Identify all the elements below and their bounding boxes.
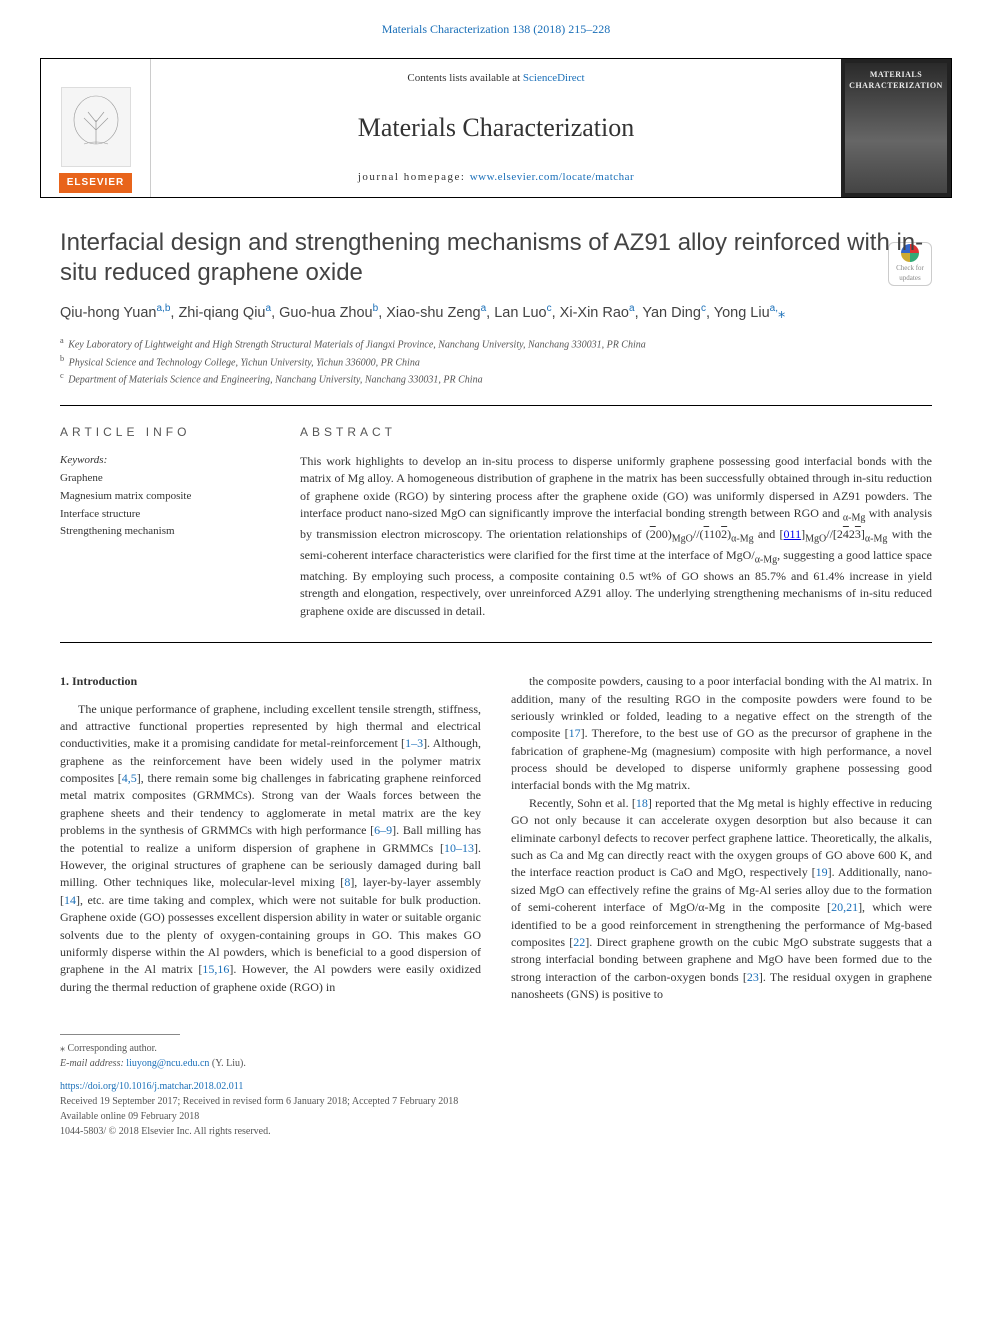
body-para-3: Recently, Sohn et al. [18] reported that… [511, 795, 932, 1004]
check-updates-label: Check for updates [889, 264, 931, 284]
email-line: E-mail address: liuyong@ncu.edu.cn (Y. L… [60, 1056, 932, 1071]
ref-link[interactable]: 20,21 [831, 900, 858, 914]
footer: ⁎ Corresponding author. E-mail address: … [0, 1034, 992, 1139]
email-link[interactable]: liuyong@ncu.edu.cn [126, 1058, 209, 1069]
copyright: 1044-5803/ © 2018 Elsevier Inc. All righ… [60, 1124, 932, 1139]
journal-title: Materials Characterization [161, 110, 831, 146]
ref-link[interactable]: 011 [784, 527, 802, 541]
ref-link[interactable]: 18 [636, 796, 648, 810]
ref-link[interactable]: 8 [344, 875, 350, 889]
ref-link[interactable]: 15,16 [202, 962, 229, 976]
keyword-item: Interface structure [60, 506, 260, 524]
ref-link[interactable]: 10–13 [444, 841, 474, 855]
article-meta-row: ARTICLE INFO Keywords: GrapheneMagnesium… [60, 424, 932, 620]
abstract-heading: ABSTRACT [300, 424, 932, 441]
article-info-col: ARTICLE INFO Keywords: GrapheneMagnesium… [60, 424, 260, 620]
ref-link[interactable]: 23 [747, 970, 759, 984]
homepage-prefix: journal homepage: [358, 171, 470, 183]
affiliation-line: a Key Laboratory of Lightweight and High… [60, 335, 932, 352]
journal-banner: ELSEVIER Contents lists available at Sci… [40, 58, 952, 198]
email-suffix: (Y. Liu). [209, 1058, 245, 1069]
corresponding-author: ⁎ Corresponding author. [60, 1041, 932, 1056]
rule-bottom [60, 642, 932, 643]
banner-center: Contents lists available at ScienceDirec… [151, 59, 841, 197]
elsevier-tree-icon [61, 87, 131, 167]
keywords-list: GrapheneMagnesium matrix compositeInterf… [60, 470, 260, 540]
publisher-logo-cell: ELSEVIER [41, 59, 151, 197]
ref-link[interactable]: 14 [64, 893, 76, 907]
keyword-item: Graphene [60, 470, 260, 488]
ref-link[interactable]: 1–3 [405, 736, 423, 750]
keywords-label: Keywords: [60, 453, 260, 468]
elsevier-label: ELSEVIER [59, 173, 132, 193]
doi-link[interactable]: https://doi.org/10.1016/j.matchar.2018.0… [60, 1081, 243, 1092]
ref-link[interactable]: 4,5 [122, 771, 137, 785]
ref-link[interactable]: 6–9 [374, 823, 392, 837]
contents-line: Contents lists available at ScienceDirec… [161, 71, 831, 86]
received-dates: Received 19 September 2017; Received in … [60, 1094, 932, 1109]
body-para-2: the composite powders, causing to a poor… [511, 673, 932, 795]
cover-thumbnail: MATERIALS CHARACTERIZATION [845, 63, 947, 193]
header-citation: Materials Characterization 138 (2018) 21… [0, 0, 992, 48]
affiliations: a Key Laboratory of Lightweight and High… [60, 335, 932, 387]
rule-top [60, 405, 932, 406]
keyword-item: Strengthening mechanism [60, 523, 260, 541]
cover-thumb-title: MATERIALS CHARACTERIZATION [845, 69, 947, 91]
abstract-text: This work highlights to develop an in-si… [300, 453, 932, 620]
body-para-1: The unique performance of graphene, incl… [60, 701, 481, 997]
affiliation-line: c Department of Materials Science and En… [60, 370, 932, 387]
sciencedirect-link[interactable]: ScienceDirect [523, 72, 585, 84]
article-title: Interfacial design and strengthening mec… [60, 228, 932, 288]
email-label: E-mail address: [60, 1058, 126, 1069]
contents-prefix: Contents lists available at [407, 72, 522, 84]
ref-link[interactable]: 22 [573, 935, 585, 949]
homepage-line: journal homepage: www.elsevier.com/locat… [161, 170, 831, 185]
article-body: 1. Introduction The unique performance o… [60, 673, 932, 1003]
article-info-heading: ARTICLE INFO [60, 424, 260, 441]
affiliation-line: b Physical Science and Technology Colleg… [60, 353, 932, 370]
keyword-item: Magnesium matrix composite [60, 488, 260, 506]
abstract-col: ABSTRACT This work highlights to develop… [300, 424, 932, 620]
author-list: Qiu-hong Yuana,b, Zhi-qiang Qiua, Guo-hu… [60, 302, 932, 323]
section-1-title: 1. Introduction [60, 673, 481, 690]
footer-rule [60, 1034, 180, 1035]
ref-link[interactable]: 19 [816, 865, 828, 879]
homepage-link[interactable]: www.elsevier.com/locate/matchar [470, 171, 634, 183]
available-online: Available online 09 February 2018 [60, 1109, 932, 1124]
cover-thumb-cell: MATERIALS CHARACTERIZATION [841, 59, 951, 197]
ref-link[interactable]: 17 [569, 726, 581, 740]
citation-link[interactable]: Materials Characterization 138 (2018) 21… [382, 22, 611, 36]
